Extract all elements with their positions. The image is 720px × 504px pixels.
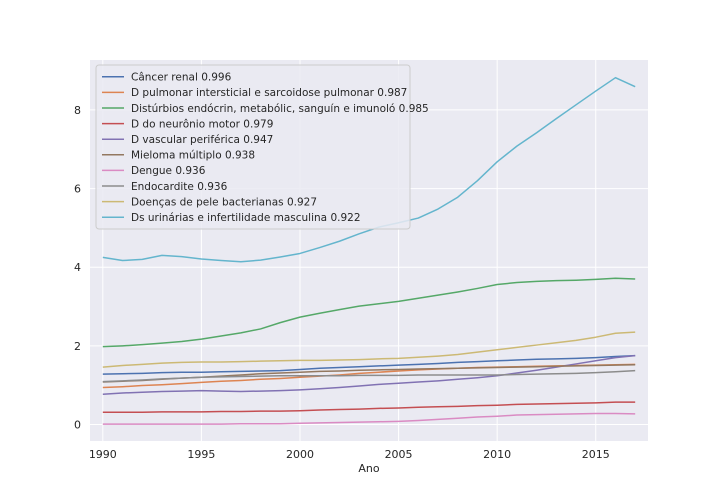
x-tick-label: 2000 bbox=[286, 448, 314, 461]
legend: Câncer renal 0.996 D pulmonar intersticia… bbox=[95, 64, 429, 230]
series-line-1 bbox=[102, 354, 636, 375]
y-tick-label: 8 bbox=[74, 104, 81, 117]
x-axis-ticks: 1990 1995 2000 2005 2010 2015 bbox=[89, 448, 610, 461]
y-tick-label: 6 bbox=[74, 183, 81, 196]
y-tick-label: 4 bbox=[74, 261, 81, 274]
y-tick-label: 0 bbox=[74, 418, 81, 431]
legend-entry: Mieloma múltiplo 0.938 bbox=[131, 150, 255, 162]
legend-entry: Endocardite 0.936 bbox=[131, 181, 228, 193]
series-line-4 bbox=[102, 401, 636, 414]
series-line-9 bbox=[102, 331, 636, 368]
legend-entry: Doenças de pele bacterianas 0.927 bbox=[131, 196, 317, 208]
y-tick-label: 2 bbox=[74, 340, 81, 353]
legend-entry: Ds urinárias e infertilidade masculina 0… bbox=[131, 212, 361, 224]
series-line-5 bbox=[102, 354, 636, 395]
legend-frame bbox=[95, 64, 411, 230]
y-axis-ticks: 0 2 4 6 8 bbox=[74, 104, 81, 432]
series-line-7 bbox=[102, 412, 636, 425]
x-tick-label: 2010 bbox=[483, 448, 511, 461]
legend-entry: D vascular periférica 0.947 bbox=[131, 134, 273, 146]
legend-entry: Distúrbios endócrin, metabólic, sanguín … bbox=[131, 103, 429, 115]
x-tick-label: 2015 bbox=[582, 448, 610, 461]
legend-entry: Dengue 0.936 bbox=[131, 165, 206, 177]
x-tick-label: 1995 bbox=[187, 448, 215, 461]
series-line-10 bbox=[102, 76, 636, 263]
series-line-8 bbox=[102, 369, 636, 383]
x-tick-label: 1990 bbox=[89, 448, 117, 461]
series-lines bbox=[102, 76, 636, 425]
x-axis-label: Ano bbox=[358, 462, 379, 475]
legend-entry: D do neurônio motor 0.979 bbox=[131, 118, 273, 130]
legend-entry: Câncer renal 0.996 bbox=[131, 72, 232, 84]
x-tick-label: 2005 bbox=[385, 448, 413, 461]
series-line-3 bbox=[102, 277, 636, 348]
legend-entry: D pulmonar intersticial e sarcoidose pul… bbox=[131, 87, 407, 99]
